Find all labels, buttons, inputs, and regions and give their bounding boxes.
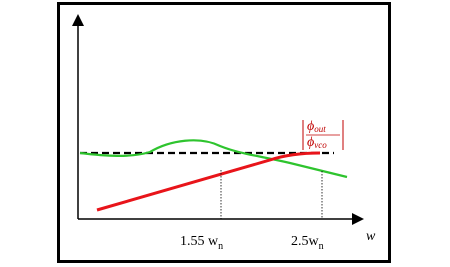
- denominator-symbol: ϕ: [307, 135, 314, 150]
- red-curve: [96, 151, 321, 212]
- x-axis-label: w: [366, 229, 376, 244]
- green-curve: [79, 139, 348, 179]
- numerator-subscript: out: [314, 124, 326, 134]
- marker-subscript: n: [218, 241, 223, 252]
- denominator-subscript: vco: [314, 140, 327, 150]
- marker-text: 2.5w: [291, 234, 320, 249]
- marker-label: 1.55 wn: [180, 234, 223, 252]
- marker-subscript: n: [319, 241, 324, 252]
- marker-label: 2.5wn: [291, 234, 324, 252]
- numerator-symbol: ϕ: [307, 119, 314, 134]
- frame: [57, 2, 391, 263]
- numerator: ϕout: [307, 119, 326, 134]
- marker-text: 1.55 w: [180, 234, 219, 249]
- curve-label: ϕout ϕvco: [302, 119, 344, 150]
- denominator: ϕvco: [307, 135, 327, 150]
